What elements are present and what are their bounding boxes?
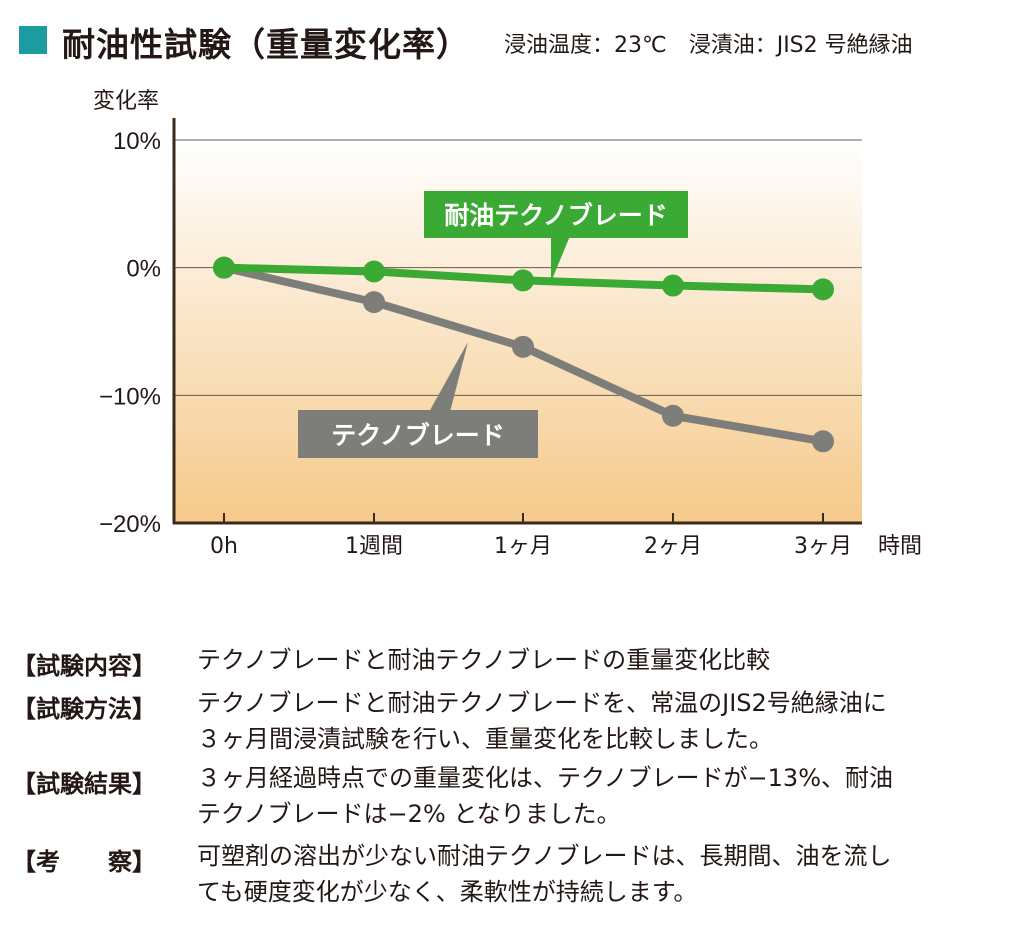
chart: 10% 0% −10% −20% 変化率 0h 1週間 1ヶ月 2ヶ月 3ヶ月 時間 耐油テクノブレー… — [93, 89, 922, 559]
data-point — [363, 260, 385, 283]
data-point — [512, 335, 534, 358]
section-label: 【考 察】 — [12, 848, 156, 876]
section-text: ３ヶ月経過時点での重量変化は、テクノブレードが−13%、耐油 テクノブレードは−2… — [197, 760, 987, 832]
section-text-line: テクノブレードと耐油テクノブレードを、常温のJIS2号絶縁油に — [197, 689, 887, 717]
section-text: 可塑剤の溶出が少ない耐油テクノブレードは、長期間、油を流し ても硬度変化が少なく、… — [197, 838, 987, 910]
y-tick-label: 0% — [126, 256, 161, 283]
y-axis-title: 変化率 — [93, 89, 159, 114]
x-tick-label: 1週間 — [345, 534, 403, 559]
x-tick-label: 2ヶ月 — [644, 534, 702, 559]
section-label: 【試験内容】 — [12, 652, 156, 680]
page-title: 耐油性試験（重量変化率） — [62, 25, 470, 64]
y-tick-label: −20% — [99, 511, 161, 538]
section-label: 【試験結果】 — [12, 770, 156, 798]
y-tick-label: −10% — [99, 383, 161, 410]
x-tick-label: 1ヶ月 — [494, 534, 552, 559]
series-label-text: 耐油テクノブレード — [444, 201, 668, 230]
section-text-line: テクノブレードは−2% となりました。 — [197, 800, 621, 828]
x-axis-title: 時間 — [878, 534, 922, 559]
title-square-marker — [19, 26, 47, 54]
section-text-line: テクノブレードと耐油テクノブレードの重量変化比較 — [197, 646, 771, 674]
series-label-pointer — [551, 236, 570, 282]
y-tick-label: 10% — [113, 128, 161, 155]
section-text: テクノブレードと耐油テクノブレードを、常温のJIS2号絶縁油に ３ヶ月間浸漬試験を… — [197, 685, 987, 757]
data-point — [512, 269, 534, 292]
series-label-text: テクノブレード — [331, 421, 505, 450]
data-point — [662, 274, 684, 297]
x-tick-label: 3ヶ月 — [794, 534, 852, 559]
section-label: 【試験方法】 — [12, 695, 156, 723]
data-point — [363, 291, 385, 314]
section-text-line: ３ヶ月経過時点での重量変化は、テクノブレードが−13%、耐油 — [197, 764, 894, 792]
section-text: テクノブレードと耐油テクノブレードの重量変化比較 — [197, 642, 987, 678]
series-label-box — [424, 191, 688, 238]
section-text-line: 可塑剤の溶出が少ない耐油テクノブレードは、長期間、油を流し — [197, 842, 892, 870]
data-point — [812, 278, 834, 301]
series-label-pointer — [429, 342, 468, 412]
data-point — [662, 404, 684, 427]
test-conditions: 浸油温度：23℃ 浸漬油：JIS2 号絶縁油 — [504, 33, 913, 58]
x-tick-label: 0h — [210, 534, 238, 559]
data-point — [812, 430, 834, 453]
section-text-line: ても硬度変化が少なく、柔軟性が持続します。 — [197, 878, 698, 906]
section-text-line: ３ヶ月間浸漬試験を行い、重量変化を比較しました。 — [197, 725, 773, 753]
series-label-box — [298, 410, 538, 458]
data-point — [213, 256, 235, 279]
